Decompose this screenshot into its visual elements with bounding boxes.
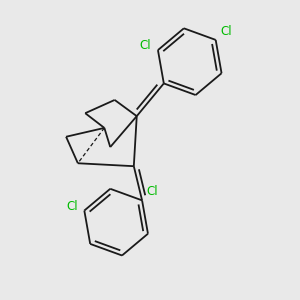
Text: Cl: Cl xyxy=(220,25,232,38)
Text: Cl: Cl xyxy=(140,39,151,52)
Text: Cl: Cl xyxy=(146,185,158,198)
Text: Cl: Cl xyxy=(66,200,78,212)
